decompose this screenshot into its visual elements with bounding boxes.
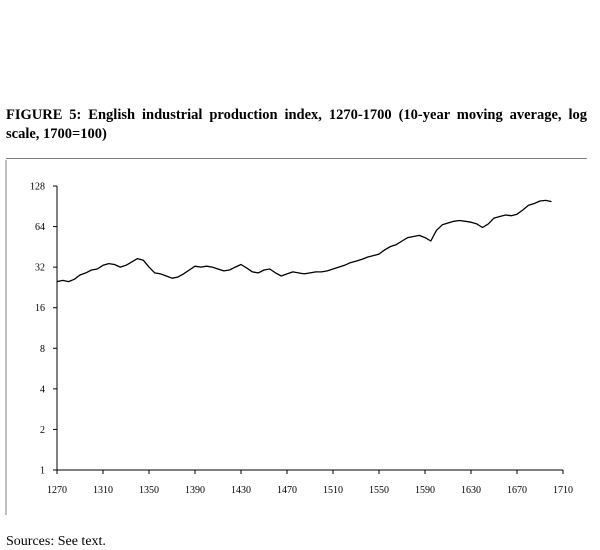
title-rule <box>6 158 587 159</box>
x-tick-label: 1710 <box>553 485 573 496</box>
sources-note: Sources: See text. <box>6 534 106 549</box>
y-tick-label: 16 <box>35 303 45 314</box>
x-tick-label: 1590 <box>415 485 435 496</box>
x-tick-label: 1430 <box>231 485 251 496</box>
y-tick-label: 64 <box>35 222 45 233</box>
figure-title: FIGURE 5: English industrial production … <box>6 107 587 142</box>
x-axis-ticks: 1270 1310 1350 1390 1430 1470 1510 1550 1590 1630… <box>47 470 573 496</box>
series-line <box>56 199 552 283</box>
x-tick-label: 1510 <box>323 485 343 496</box>
x-tick-label: 1270 <box>47 485 67 496</box>
y-tick-label: 128 <box>30 182 45 193</box>
y-tick-label: 8 <box>40 344 45 355</box>
chart-plot: 1 2 4 8 16 32 64 128 1270 1310 1350 1390 1430 1470 15… <box>5 160 573 515</box>
x-tick-label: 1670 <box>507 485 527 496</box>
y-tick-label: 4 <box>40 384 45 395</box>
y-axis-ticks: 1 2 4 8 16 32 64 128 <box>30 182 57 477</box>
x-tick-label: 1350 <box>139 485 159 496</box>
x-tick-label: 1630 <box>461 485 481 496</box>
y-tick-label: 1 <box>40 466 45 477</box>
x-tick-label: 1470 <box>277 485 297 496</box>
y-tick-label: 32 <box>35 263 45 274</box>
x-tick-label: 1390 <box>185 485 205 496</box>
x-tick-label: 1310 <box>93 485 113 496</box>
y-tick-label: 2 <box>40 425 45 436</box>
x-tick-label: 1550 <box>369 485 389 496</box>
